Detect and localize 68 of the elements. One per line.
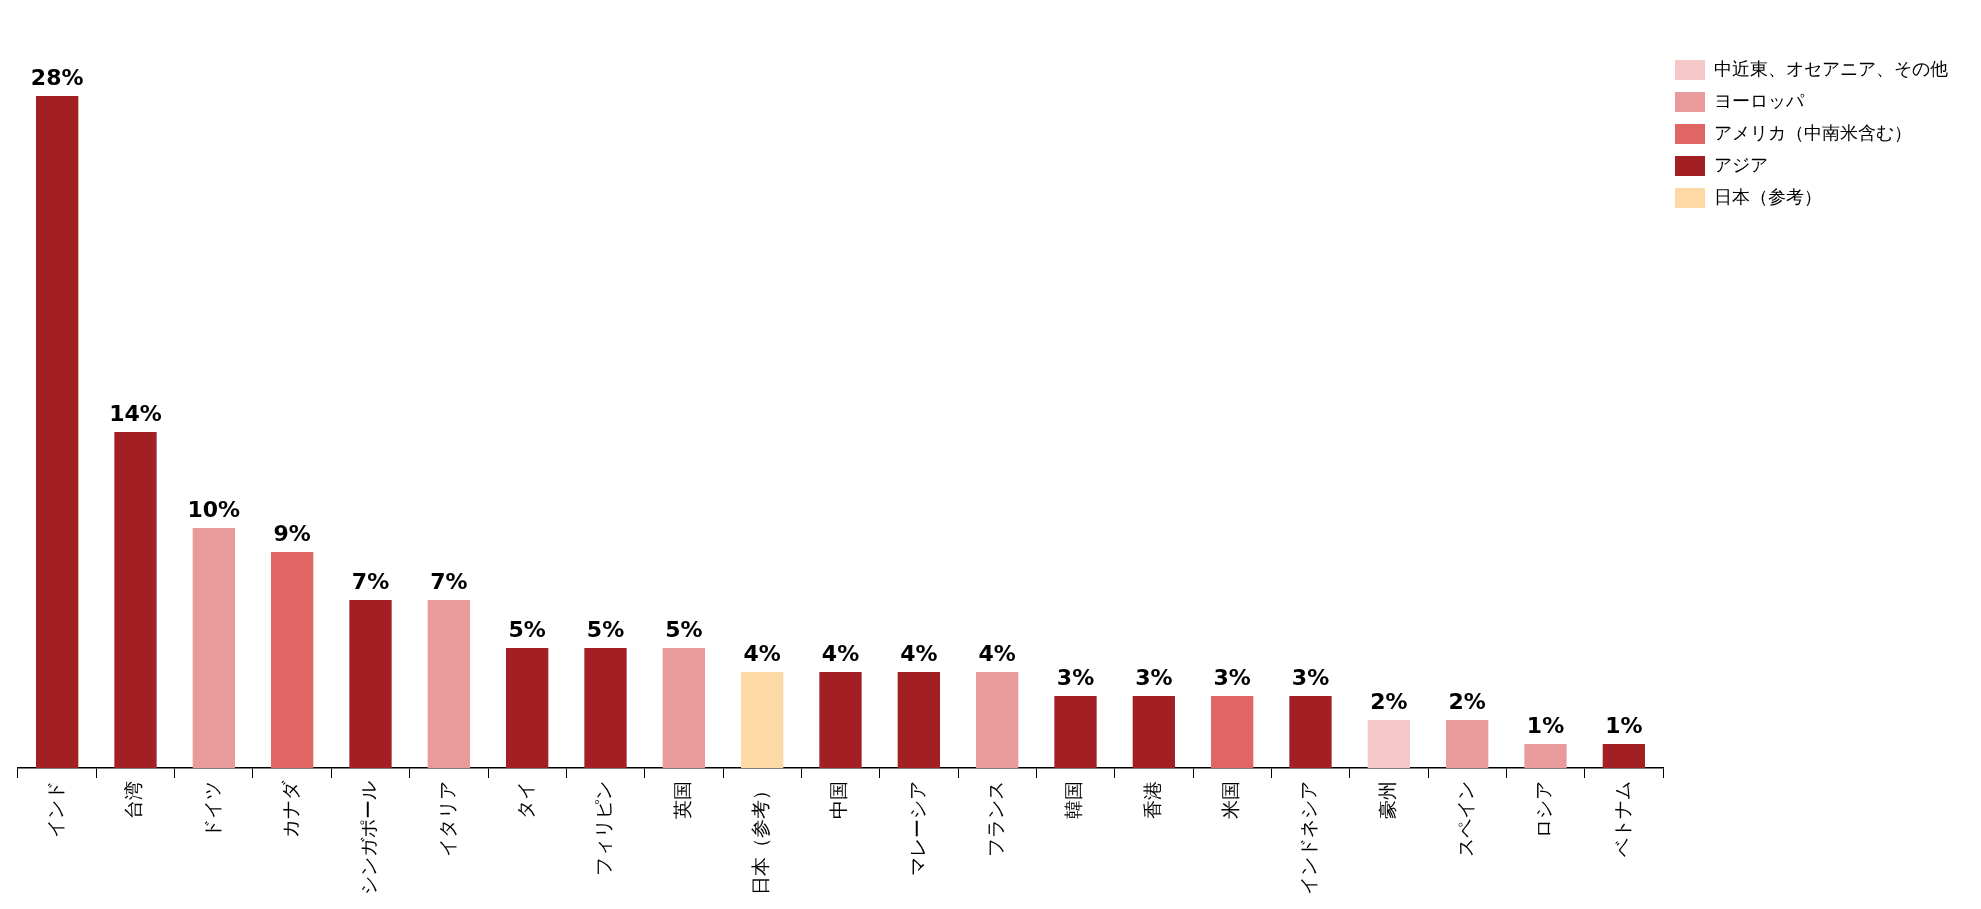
x-tick-label: ベトナム xyxy=(1610,781,1633,857)
bar xyxy=(1602,744,1645,768)
data-label: 3% xyxy=(1056,664,1095,690)
data-label: 7% xyxy=(351,568,390,594)
bar xyxy=(584,648,627,768)
bar xyxy=(1054,696,1097,768)
bar xyxy=(1211,696,1254,768)
bar xyxy=(1132,696,1175,768)
data-label: 4% xyxy=(900,640,938,666)
bar xyxy=(1289,696,1332,768)
data-label: 5% xyxy=(586,616,625,642)
x-tick-label: 中国 xyxy=(827,781,850,819)
bar xyxy=(349,600,392,768)
bar xyxy=(114,432,157,768)
bar xyxy=(1524,744,1567,768)
data-label: 9% xyxy=(273,520,311,546)
x-tick-label: マレーシア xyxy=(905,781,928,876)
bar xyxy=(662,648,705,768)
data-label: 1% xyxy=(1526,712,1565,738)
legend-label: 日本（参考） xyxy=(1714,185,1822,207)
data-label: 4% xyxy=(978,640,1016,666)
data-label: 2% xyxy=(1448,688,1486,714)
legend-label: アジア xyxy=(1714,153,1768,175)
x-tick-label: イタリア xyxy=(435,781,458,857)
data-label: 7% xyxy=(430,568,468,594)
x-tick-label: カナダ xyxy=(279,780,302,838)
x-tick-label: タイ xyxy=(514,781,537,819)
x-tick-label: 香港 xyxy=(1140,781,1163,819)
data-label: 3% xyxy=(1213,664,1251,690)
data-label: 1% xyxy=(1605,712,1643,738)
x-tick-label: 韓国 xyxy=(1062,781,1085,819)
x-tick-label: 豪州 xyxy=(1375,781,1398,819)
x-tick-label: インドネシア xyxy=(1297,781,1320,895)
data-label: 28% xyxy=(30,64,84,90)
legend-label: ヨーロッパ xyxy=(1714,89,1805,111)
x-tick-label: シンガポール xyxy=(357,781,380,895)
bar xyxy=(819,672,862,768)
data-label: 5% xyxy=(665,616,703,642)
x-tick-label: 台湾 xyxy=(122,781,145,819)
data-label: 3% xyxy=(1291,664,1330,690)
data-label: 5% xyxy=(508,616,546,642)
x-tick-label: インド xyxy=(44,781,67,838)
bar xyxy=(1446,720,1489,768)
x-tick-label: スペイン xyxy=(1454,781,1477,857)
data-label: 14% xyxy=(109,400,162,426)
bar xyxy=(976,672,1019,768)
data-label: 10% xyxy=(187,496,241,522)
data-label: 4% xyxy=(743,640,781,666)
bar xyxy=(192,528,235,768)
legend-label: アメリカ（中南米含む） xyxy=(1714,121,1912,143)
x-tick-label: フランス xyxy=(984,781,1007,857)
data-label: 2% xyxy=(1370,688,1408,714)
bar xyxy=(1367,720,1410,768)
x-tick-label: フィリピン xyxy=(592,781,615,876)
bar xyxy=(897,672,940,768)
bar xyxy=(36,96,79,768)
x-tick-label: 英国 xyxy=(670,781,693,819)
bar xyxy=(271,552,314,768)
bar xyxy=(427,600,470,768)
bar xyxy=(741,672,784,768)
data-label: 3% xyxy=(1135,664,1173,690)
x-tick-label: 米国 xyxy=(1219,781,1242,819)
x-tick-label: ドイツ xyxy=(200,781,223,838)
data-label: 4% xyxy=(821,640,860,666)
bar xyxy=(506,648,549,768)
x-tick-label: 日本（参考） xyxy=(749,781,772,895)
x-tick-label: ロシア xyxy=(1532,781,1555,838)
legend-label: 中近東、オセアニア、その他 xyxy=(1714,57,1948,79)
